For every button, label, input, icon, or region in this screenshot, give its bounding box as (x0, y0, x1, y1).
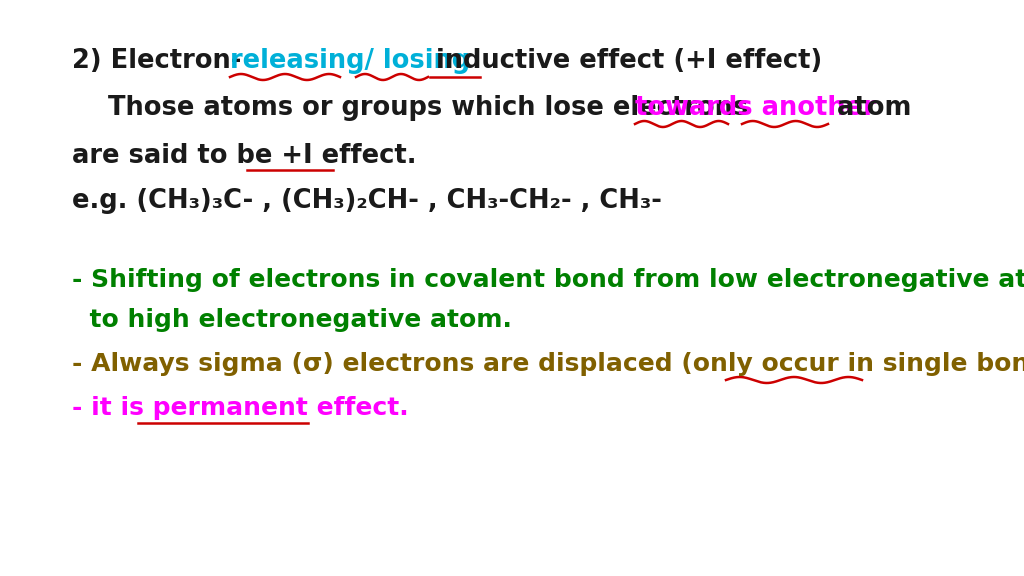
Text: inductive effect (+I effect): inductive effect (+I effect) (427, 48, 822, 74)
Text: releasing/ losing: releasing/ losing (230, 48, 470, 74)
Text: - Always sigma (σ) electrons are displaced (only occur in single boned).: - Always sigma (σ) electrons are displac… (72, 352, 1024, 376)
Text: - Shifting of electrons in covalent bond from low electronegative atom: - Shifting of electrons in covalent bond… (72, 268, 1024, 292)
Text: 2) Electron-: 2) Electron- (72, 48, 251, 74)
Text: e.g. (CH₃)₃C- , (CH₃)₂CH- , CH₃-CH₂- , CH₃-: e.g. (CH₃)₃C- , (CH₃)₂CH- , CH₃-CH₂- , C… (72, 188, 662, 214)
Text: to high electronegative atom.: to high electronegative atom. (72, 308, 512, 332)
Text: Those atoms or groups which lose electrons: Those atoms or groups which lose electro… (72, 95, 758, 121)
Text: - it is permanent effect.: - it is permanent effect. (72, 396, 409, 420)
Text: atom: atom (828, 95, 911, 121)
Text: towards another: towards another (635, 95, 876, 121)
Text: are said to be +I effect.: are said to be +I effect. (72, 143, 417, 169)
